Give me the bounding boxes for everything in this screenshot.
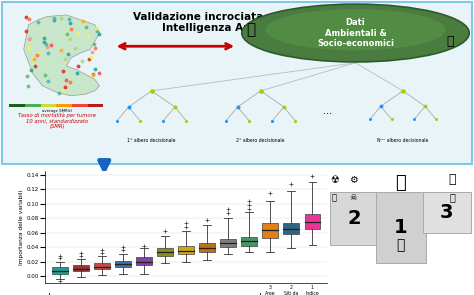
Polygon shape: [24, 15, 100, 96]
Text: Nᵐᵒ albero decisionale: Nᵐᵒ albero decisionale: [377, 138, 428, 143]
Text: 🏭: 🏭: [395, 174, 406, 192]
Bar: [330, 192, 378, 245]
Text: 💰: 💰: [447, 35, 454, 48]
Text: 1: 1: [394, 218, 407, 237]
Text: 🌸: 🌸: [396, 238, 405, 252]
Bar: [88, 104, 103, 106]
Text: ⚙: ⚙: [349, 175, 358, 185]
Y-axis label: Importanza delle variabili: Importanza delle variabili: [19, 190, 24, 265]
Bar: [220, 239, 236, 247]
Text: ☢: ☢: [330, 175, 339, 185]
Text: 2
Siti da
bonificare: 2 Siti da bonificare: [280, 285, 302, 295]
Text: 1° albero decisionale: 1° albero decisionale: [128, 138, 176, 143]
Bar: [73, 265, 89, 271]
Bar: [136, 257, 152, 265]
Bar: [25, 104, 41, 106]
Text: 🚗: 🚗: [449, 193, 455, 203]
Bar: [423, 192, 471, 233]
FancyBboxPatch shape: [2, 2, 472, 163]
Bar: [56, 104, 72, 106]
Bar: [115, 261, 131, 267]
Text: 1
Indice
di
qualità
dell'aria: 1 Indice di qualità dell'aria: [303, 285, 321, 295]
Text: average SMR(t): average SMR(t): [42, 109, 72, 113]
Bar: [94, 263, 109, 269]
Ellipse shape: [265, 9, 446, 50]
Text: ...: ...: [323, 106, 331, 116]
Bar: [283, 223, 299, 234]
Bar: [9, 104, 25, 106]
Bar: [199, 243, 215, 252]
Bar: [263, 223, 278, 238]
Text: Tasso di mortalità per tumore
10 anni, standardizzato
(SMR): Tasso di mortalità per tumore 10 anni, s…: [18, 112, 96, 130]
Bar: [157, 248, 173, 256]
Text: 3: 3: [440, 203, 454, 222]
Bar: [241, 237, 257, 246]
Bar: [178, 246, 194, 254]
Text: Dati
Ambientali &
Socio-economici: Dati Ambientali & Socio-economici: [317, 18, 394, 48]
Text: 2° albero decisionale: 2° albero decisionale: [237, 138, 285, 143]
Text: 🏭: 🏭: [246, 22, 256, 37]
Bar: [72, 104, 88, 106]
Text: Validazione incrociata mediante
Intelligenza Artificiale: Validazione incrociata mediante Intellig…: [133, 12, 322, 33]
Text: 🏙: 🏙: [448, 173, 456, 186]
Bar: [304, 214, 320, 229]
Text: 2: 2: [347, 209, 361, 228]
Bar: [52, 267, 68, 274]
Bar: [41, 104, 56, 106]
Bar: [375, 192, 426, 263]
Text: ☠: ☠: [350, 193, 357, 202]
Text: 3
Aree
urbane: 3 Aree urbane: [262, 285, 278, 295]
Ellipse shape: [242, 4, 469, 62]
Text: 🔋: 🔋: [332, 193, 337, 202]
